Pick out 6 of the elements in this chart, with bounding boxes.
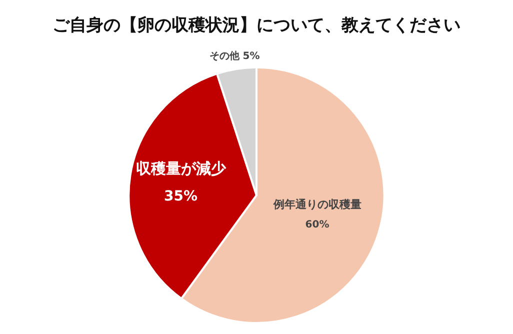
chart-title: ご自身の【卵の収穫状況】について、教えてください bbox=[52, 16, 460, 36]
slice-label: 収穫量が減少 bbox=[136, 160, 227, 178]
slice-label: 例年通りの収穫量 bbox=[272, 198, 362, 211]
data-label: 35% bbox=[164, 188, 198, 204]
data-label: 60% bbox=[305, 219, 330, 230]
slice-label: その他 5% bbox=[209, 50, 260, 62]
